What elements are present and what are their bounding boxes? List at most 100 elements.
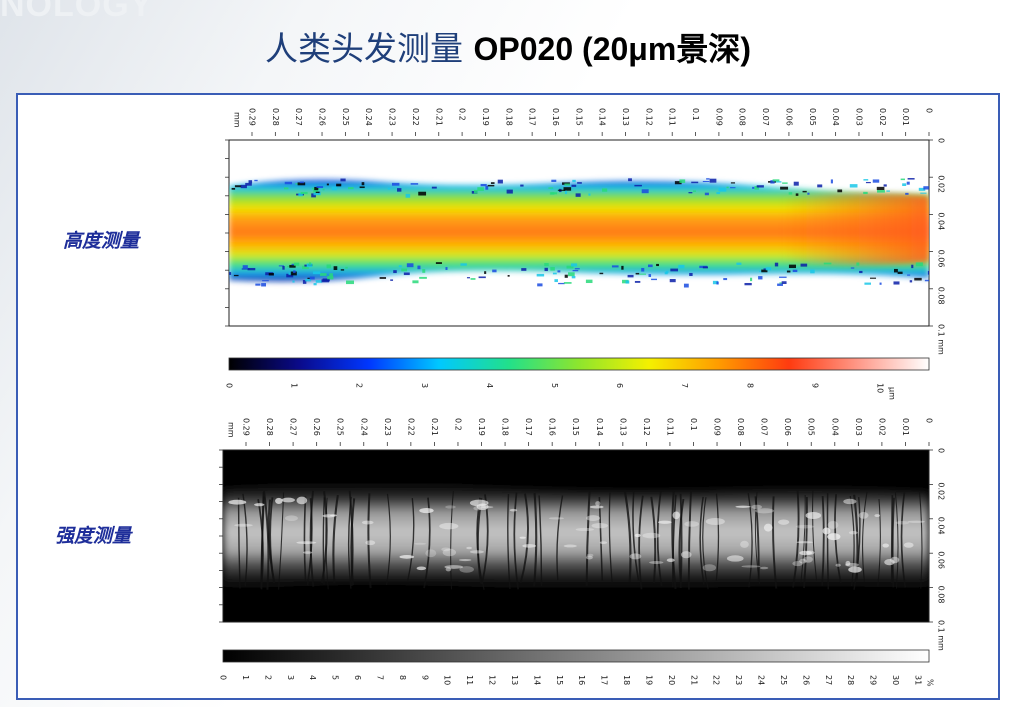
intensity-x-tick-label: 0.17 [524, 418, 533, 436]
height-x-tick-label: 0.2 [458, 108, 467, 121]
intensity-x-tick-label: 0.01 [901, 418, 910, 436]
height-x-tick-label: 0.17 [528, 108, 537, 126]
height-x-tick-label: 0.22 [411, 108, 420, 126]
height-x-tick-label: 0.24 [364, 108, 373, 126]
height-colorbar-unit: μm [888, 387, 897, 400]
intensity-colorbar-tick-label: 14 [532, 675, 541, 685]
intensity-x-tick-label: 0.23 [383, 418, 392, 436]
height-x-tick-label: 0.27 [294, 108, 303, 126]
intensity-colorbar-tick-label: 0 [219, 675, 228, 680]
intensity-colorbar-tick-label: 25 [779, 675, 788, 685]
intensity-y-tick-label: 0 [937, 448, 946, 453]
intensity-colorbar-tick-label: 8 [398, 675, 407, 680]
height-x-tick-label: 0.04 [831, 108, 840, 126]
height-x-tick-label: 0.21 [434, 108, 443, 126]
intensity-colorbar-tick-label: 23 [734, 675, 743, 685]
intensity-colorbar-tick-label: 26 [801, 675, 810, 685]
height-colorbar [228, 357, 930, 371]
intensity-colorbar-tick-label: 28 [846, 675, 855, 685]
intensity-colorbar-tick-label: 22 [712, 675, 721, 685]
height-colorbar-tick-label: 10 [876, 383, 885, 393]
intensity-x-tick-label: 0.13 [618, 418, 627, 436]
intensity-plot [222, 449, 930, 623]
height-colorbar-tick-label: 1 [290, 383, 299, 388]
intensity-colorbar-tick-label: 9 [420, 675, 429, 680]
intensity-x-tick-label: 0.09 [713, 418, 722, 436]
height-map-image [229, 178, 929, 288]
intensity-y-tick-label: 0.1 mm [937, 620, 946, 651]
intensity-colorbar-tick-label: 10 [443, 675, 452, 685]
intensity-x-tick-label: 0.22 [406, 418, 415, 436]
intensity-image [223, 482, 929, 592]
intensity-x-tick-label: 0.12 [642, 418, 651, 436]
intensity-x-tick-label: 0.06 [783, 418, 792, 436]
intensity-x-tick-label: 0.25 [336, 418, 345, 436]
height-x-tick-label: 0.25 [341, 108, 350, 126]
intensity-colorbar [222, 649, 930, 663]
intensity-colorbar-tick-label: 21 [689, 675, 698, 685]
height-x-tick-label: 0.08 [738, 108, 747, 126]
height-x-tick-label: 0 [925, 108, 934, 113]
height-x-tick-label: 0.29 [248, 108, 257, 126]
height-y-tick-label: 0.06 [937, 250, 946, 268]
intensity-x-tick-label: 0 [925, 418, 934, 423]
height-colorbar-tick-label: 7 [680, 383, 689, 388]
intensity-x-tick-label: 0.08 [736, 418, 745, 436]
intensity-colorbar-tick-label: 1 [241, 675, 250, 680]
height-x-tick-label: 0.07 [761, 108, 770, 126]
intensity-x-tick-label: 0.04 [830, 418, 839, 436]
intensity-colorbar-tick-label: 24 [757, 675, 766, 685]
height-y-tick-label: 0.02 [937, 175, 946, 193]
height-x-tick-label: 0.12 [644, 108, 653, 126]
height-colorbar-tick-label: 3 [420, 383, 429, 388]
height-x-tick-label: 0.1 [691, 108, 700, 121]
intensity-x-tick-label: 0.28 [265, 418, 274, 436]
height-x-tick-label: 0.11 [668, 108, 677, 126]
intensity-x-tick-label: 0.29 [242, 418, 251, 436]
intensity-x-unit-label: mm [227, 422, 236, 438]
slide-title: 人类头发测量 OP020 (20μm景深) [0, 22, 1016, 70]
height-y-tick-label: 0.04 [937, 212, 946, 230]
height-x-tick-label: 0.06 [784, 108, 793, 126]
height-x-tick-label: 0.23 [388, 108, 397, 126]
height-x-tick-label: 0.19 [481, 108, 490, 126]
height-map-plot [228, 139, 930, 327]
intensity-colorbar-tick-label: 20 [667, 675, 676, 685]
title-chinese: 人类头发测量 [265, 29, 464, 68]
height-colorbar-tick-label: 6 [615, 383, 624, 388]
intensity-y-tick-label: 0.06 [937, 551, 946, 569]
intensity-colorbar-tick-label: 3 [286, 675, 295, 680]
height-colorbar-tick-label: 2 [355, 383, 364, 388]
intensity-colorbar-tick-label: 17 [600, 675, 609, 685]
height-x-tick-label: 0.03 [854, 108, 863, 126]
height-x-tick-label: 0.26 [318, 108, 327, 126]
intensity-y-tick-label: 0.08 [937, 586, 946, 604]
brand-watermark: NOLOGY [0, 0, 154, 24]
height-colorbar-tick-label: 9 [810, 383, 819, 388]
intensity-colorbar-tick-label: 29 [869, 675, 878, 685]
height-y-tick-label: 0.1 mm [937, 324, 946, 355]
intensity-colorbar-tick-label: 13 [510, 675, 519, 685]
height-y-tick-label: 0.08 [937, 287, 946, 305]
intensity-colorbar-tick-label: 7 [375, 675, 384, 680]
height-x-tick-label: 0.14 [598, 108, 607, 126]
intensity-colorbar-tick-label: 5 [331, 675, 340, 680]
intensity-colorbar-tick-label: 19 [644, 675, 653, 685]
intensity-x-tick-label: 0.16 [548, 418, 557, 436]
height-x-tick-label: 0.02 [878, 108, 887, 126]
intensity-x-tick-label: 0.19 [477, 418, 486, 436]
intensity-colorbar-tick-label: 30 [891, 675, 900, 685]
intensity-x-tick-label: 0.11 [665, 418, 674, 436]
height-colorbar-tick-label: 4 [485, 383, 494, 388]
intensity-colorbar-tick-label: 2 [263, 675, 272, 680]
height-colorbar-tick-label: 0 [225, 383, 234, 388]
intensity-x-tick-label: 0.03 [854, 418, 863, 436]
intensity-colorbar-tick-label: 12 [488, 675, 497, 685]
intensity-measure-label: 强度测量 [55, 525, 132, 547]
intensity-colorbar-tick-label: 4 [308, 675, 317, 680]
intensity-x-tick-label: 0.15 [571, 418, 580, 436]
intensity-colorbar-tick-label: 18 [622, 675, 631, 685]
intensity-colorbar-tick-label: 27 [824, 675, 833, 685]
intensity-y-tick-label: 0.04 [937, 517, 946, 535]
